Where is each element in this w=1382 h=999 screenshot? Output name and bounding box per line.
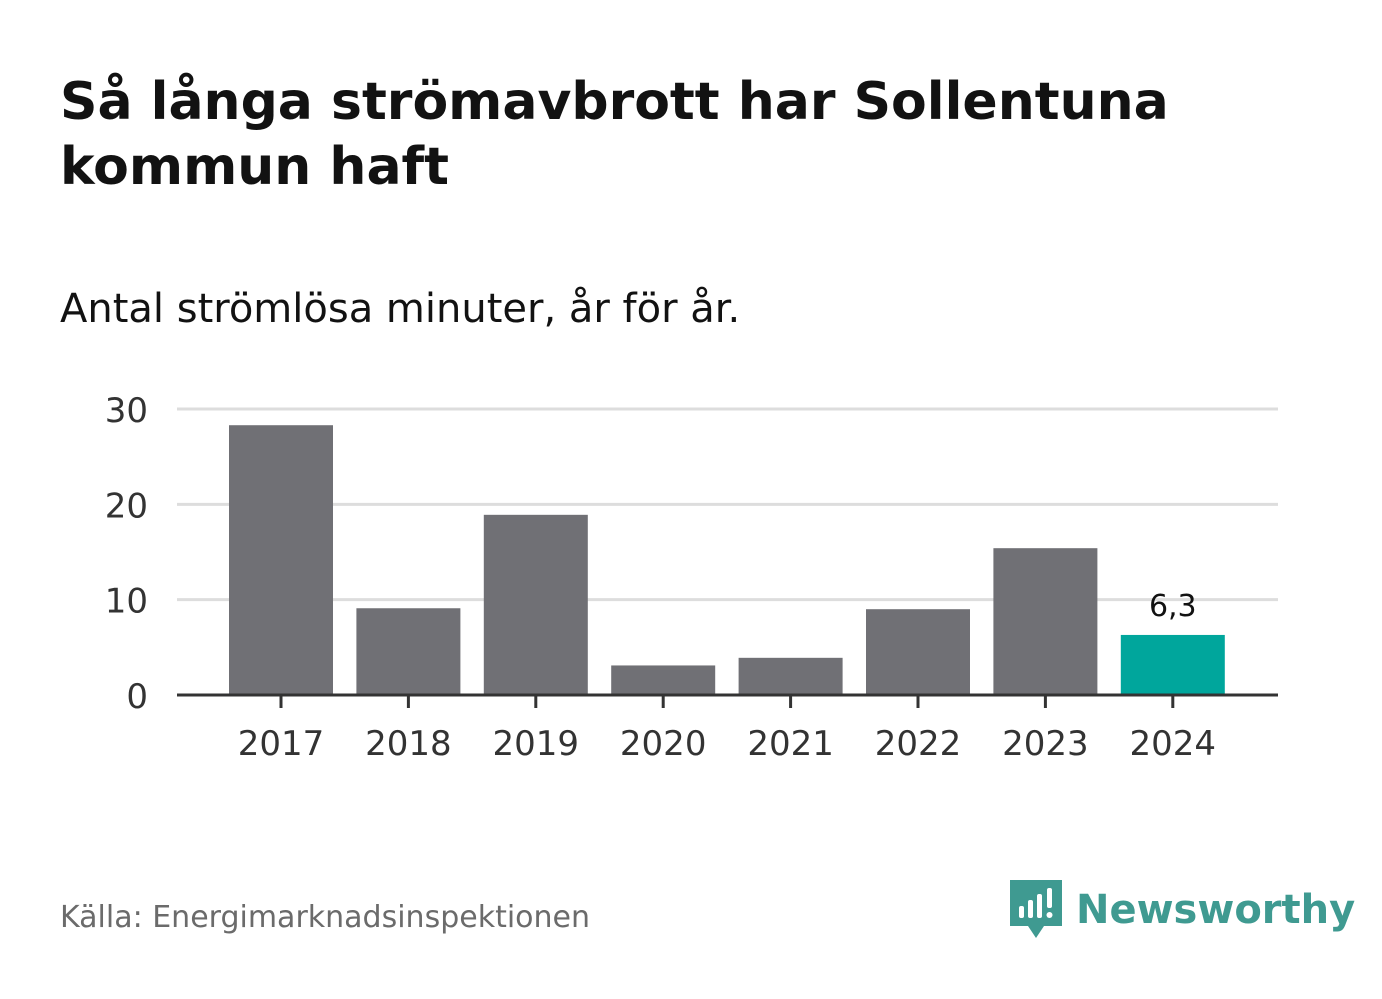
brand-name: Newsworthy (1076, 887, 1356, 933)
bar-2019 (483, 514, 588, 695)
y-tick-label: 20 (105, 486, 148, 526)
brand-logo: Newsworthy (1010, 878, 1355, 942)
bar-chart: 0 10 20 30 2017 2018 2019 2020 2021 2022 2023 2024 6… (105, 391, 1278, 764)
bar-2024 (1120, 634, 1225, 695)
x-tick-label: 2023 (1002, 724, 1089, 764)
x-tick-label: 2021 (747, 724, 834, 764)
chart-subtitle: Antal strömlösa minuter, år för år. (60, 286, 741, 332)
y-tick-label: 30 (105, 391, 148, 431)
data-label-2024: 6,3 (1149, 589, 1197, 624)
bar-2022 (866, 609, 970, 695)
x-tick-label: 2019 (493, 724, 580, 764)
newsworthy-logo-icon (1010, 880, 1062, 938)
bar-2017 (229, 425, 333, 695)
bar-2020 (611, 665, 716, 695)
bar-2021 (738, 657, 843, 695)
bar-2018 (356, 608, 461, 695)
x-tick-label: 2020 (620, 724, 707, 764)
source-note: Källa: Energimarknadsinspektionen (60, 900, 591, 935)
y-tick-label: 0 (126, 677, 148, 717)
x-tick-label: 2024 (1130, 724, 1217, 764)
x-tick-label: 2017 (238, 724, 325, 764)
y-tick-label: 10 (105, 582, 148, 622)
chart-title: Så långa strömavbrott har Sollentuna kom… (60, 72, 1169, 197)
x-tick-label: 2018 (365, 724, 452, 764)
x-tick-label: 2022 (875, 724, 962, 764)
bar-2023 (993, 548, 1098, 695)
